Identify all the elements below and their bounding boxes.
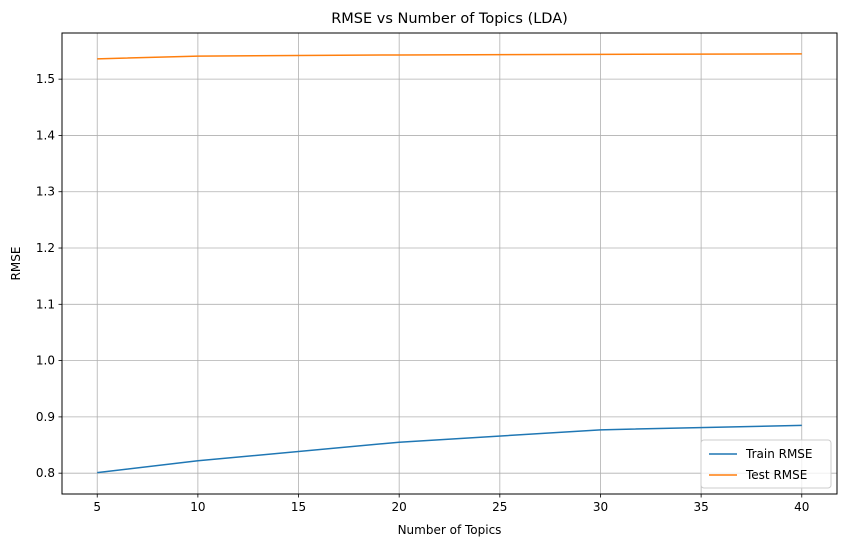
legend: Train RMSE Test RMSE	[700, 439, 832, 489]
x-tick-label: 5	[93, 500, 101, 514]
y-tick-label: 1.3	[36, 185, 55, 199]
x-tick-label: 20	[392, 500, 407, 514]
x-tick-label: 30	[593, 500, 608, 514]
y-tick-label: 1.0	[36, 354, 55, 368]
legend-label-train: Train RMSE	[745, 447, 813, 461]
legend-label-test: Test RMSE	[745, 468, 807, 482]
legend-box	[700, 439, 832, 489]
plot-frame	[61, 32, 838, 495]
series-line-1	[97, 53, 802, 60]
series-lines	[97, 53, 802, 474]
y-tick-label: 1.5	[36, 72, 55, 86]
x-tick-label: 25	[492, 500, 507, 514]
axis-ticks: 5 10 15 20 25 30 35 40 0.8 0.9 1.0 1.1 1.2 1.3 1.4 1.5	[36, 72, 810, 514]
y-tick-label: 1.1	[36, 297, 55, 311]
grid	[62, 33, 837, 494]
x-tick-label: 40	[794, 500, 809, 514]
x-tick-label: 35	[693, 500, 708, 514]
y-tick-label: 0.9	[36, 410, 55, 424]
chart-title: RMSE vs Number of Topics (LDA)	[331, 11, 568, 27]
y-tick-label: 0.8	[36, 466, 55, 480]
y-tick-label: 1.2	[36, 241, 55, 255]
x-axis-label: Number of Topics	[398, 523, 502, 537]
y-axis-label: RMSE	[9, 247, 23, 281]
y-tick-label: 1.4	[36, 128, 55, 142]
series-line-0	[97, 424, 802, 474]
x-tick-label: 10	[190, 500, 205, 514]
x-tick-label: 15	[291, 500, 306, 514]
